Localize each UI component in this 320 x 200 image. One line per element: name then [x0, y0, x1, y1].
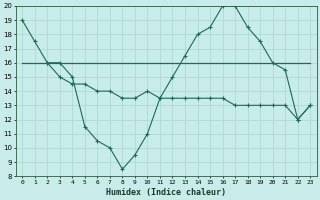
X-axis label: Humidex (Indice chaleur): Humidex (Indice chaleur)	[106, 188, 226, 197]
